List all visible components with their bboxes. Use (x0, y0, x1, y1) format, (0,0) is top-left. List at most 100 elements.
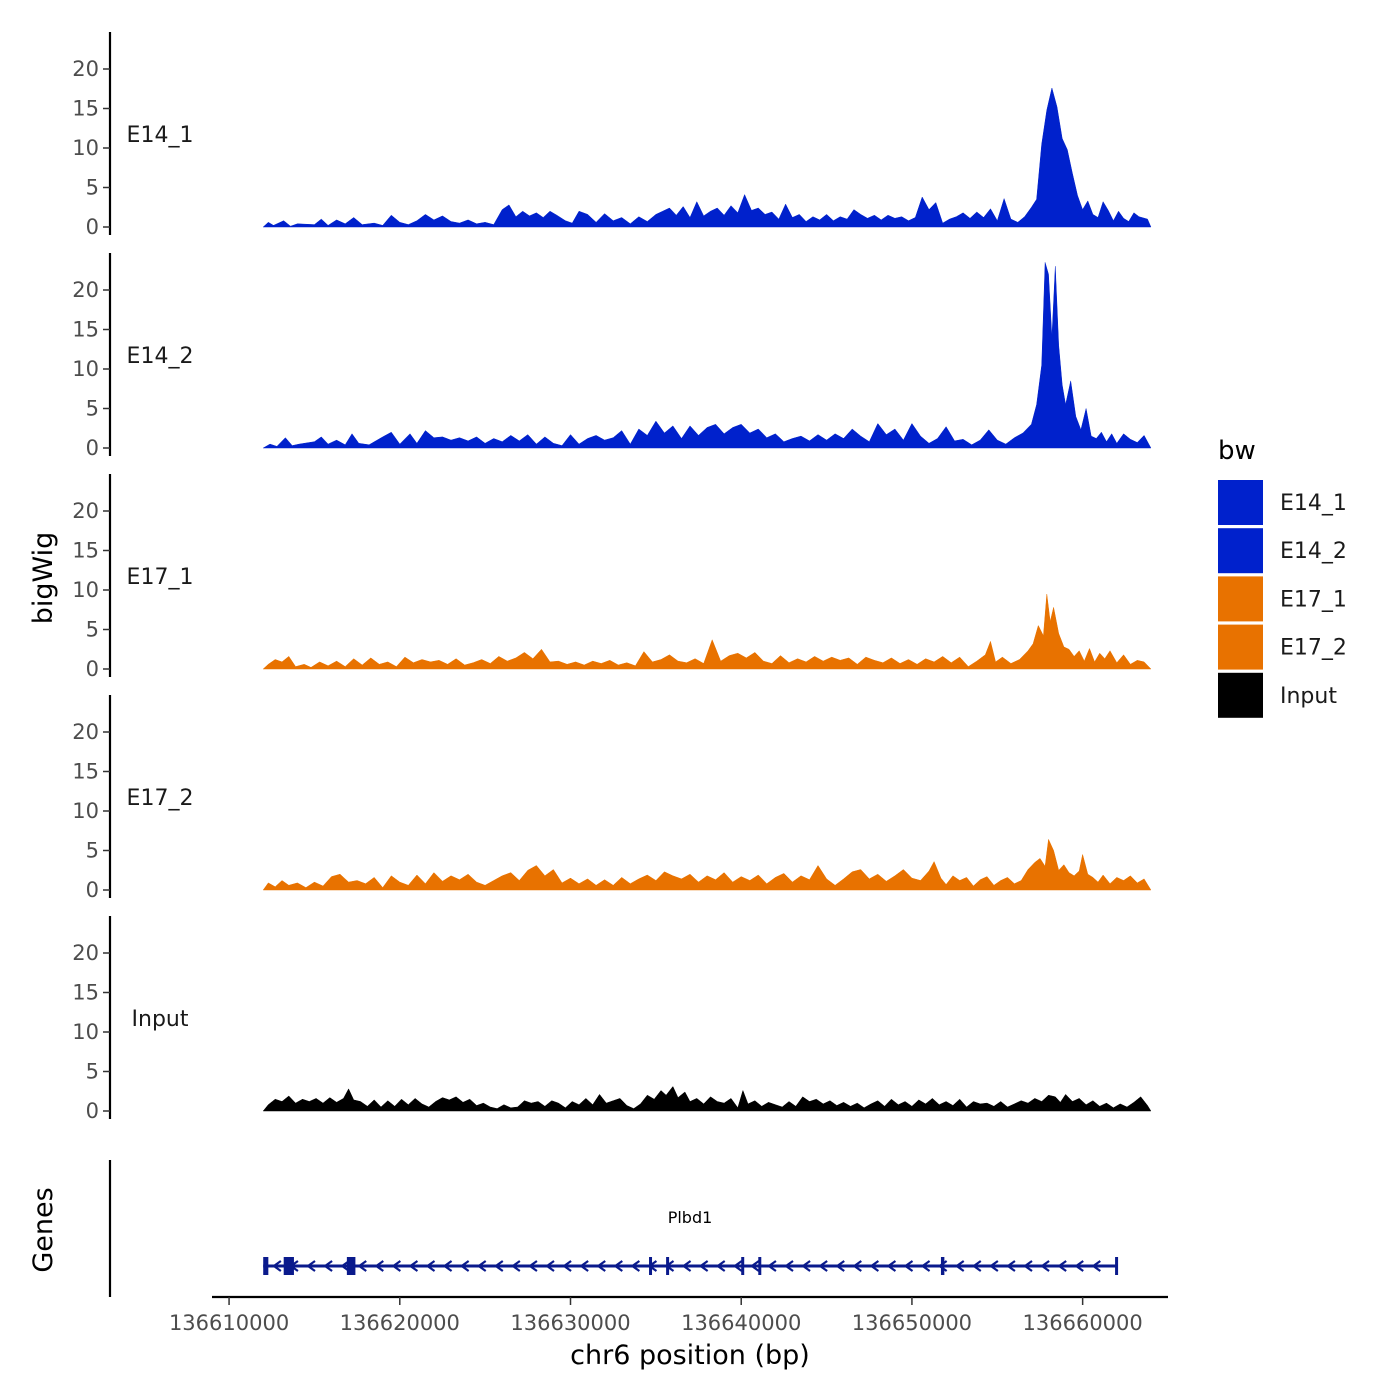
y-tick-label: 15 (72, 760, 99, 784)
gene-exon (263, 1257, 269, 1275)
strand-arrow (749, 1260, 760, 1272)
signal-area-e14_2 (262, 262, 1152, 449)
y-tick-label: 15 (72, 981, 99, 1005)
legend-swatch-e17_2 (1218, 624, 1263, 670)
strand-arrow (306, 1260, 316, 1272)
strand-arrow (801, 1260, 811, 1272)
strand-arrow (767, 1260, 777, 1272)
y-tick-label: 10 (72, 357, 99, 381)
strand-arrow (459, 1260, 470, 1272)
y-tick-label: 0 (86, 657, 99, 681)
y-tick-label: 15 (72, 539, 99, 563)
strand-arrow (357, 1260, 367, 1272)
y-tick-label: 20 (72, 499, 99, 523)
y-tick-label: 15 (72, 97, 99, 121)
y-tick-label: 10 (72, 578, 99, 602)
strand-arrow (391, 1260, 402, 1272)
x-tick-label: 136650000 (852, 1311, 972, 1335)
y-tick-label: 10 (72, 1020, 99, 1044)
y-tick-label: 20 (72, 941, 99, 965)
gene-exon (666, 1257, 670, 1275)
strand-arrow (476, 1260, 487, 1272)
strand-arrow (442, 1260, 453, 1272)
panel-e14_1: 0 5 10 15 20 E14_1 (72, 32, 1152, 239)
gene-exon (1115, 1257, 1119, 1275)
strand-arrow (886, 1260, 897, 1272)
strand-arrow (852, 1260, 862, 1272)
legend-label-e14_1: E14_1 (1280, 491, 1347, 516)
strand-arrow (681, 1260, 692, 1272)
strand-arrow (613, 1260, 623, 1272)
strand-arrow (715, 1260, 726, 1272)
strand-arrow (1057, 1260, 1067, 1272)
y-tick-label: 5 (86, 618, 99, 642)
gene-name-label: Plbd1 (668, 1208, 713, 1227)
gene-exon (940, 1257, 945, 1275)
genes-title: Genes (28, 1187, 59, 1272)
legend-swatch-e14_1 (1218, 480, 1263, 525)
x-axis-title: chr6 position (bp) (570, 1340, 810, 1371)
x-tick-label: 136640000 (681, 1311, 801, 1335)
y-tick-label: 5 (86, 1060, 99, 1084)
legend-swatch-input (1218, 672, 1263, 718)
y-tick-label: 15 (72, 318, 99, 342)
strand-arrow (1023, 1260, 1033, 1272)
strand-arrow (1074, 1260, 1084, 1272)
legend-swatch-e14_2 (1218, 528, 1263, 574)
y-tick-label: 0 (86, 878, 99, 902)
strand-arrow (374, 1260, 384, 1272)
gene-exon (741, 1257, 745, 1275)
y-axis-title: bigWig (28, 532, 59, 625)
strand-arrow (408, 1260, 419, 1272)
y-tick-label: 10 (72, 799, 99, 823)
gene-exon (649, 1257, 653, 1275)
strand-arrow (425, 1260, 436, 1272)
strand-arrow (630, 1260, 641, 1272)
strand-arrow (954, 1260, 965, 1272)
signal-area-e17_2 (262, 838, 1152, 891)
y-tick-label: 20 (72, 278, 99, 302)
strand-arrow (971, 1260, 982, 1272)
strand-arrow (596, 1260, 606, 1272)
strand-arrow (988, 1260, 999, 1272)
strand-arrow (1091, 1260, 1101, 1272)
track-label-e17_2: E17_2 (127, 786, 194, 811)
strand-arrow (579, 1260, 589, 1272)
track-label-e14_1: E14_1 (127, 123, 194, 148)
y-tick-label: 20 (72, 720, 99, 744)
strand-arrow (903, 1260, 914, 1272)
y-tick-label: 20 (72, 57, 99, 81)
legend-label-input: Input (1280, 684, 1337, 709)
legend-label-e14_2: E14_2 (1280, 539, 1347, 564)
strand-arrow (732, 1260, 743, 1272)
strand-arrow (493, 1260, 504, 1272)
y-tick-label: 5 (86, 176, 99, 200)
strand-arrow (323, 1260, 333, 1272)
x-axis: 136610000 136620000 136630000 136640000 1366… (169, 1295, 1168, 1335)
y-tick-label: 0 (86, 436, 99, 460)
legend-label-e17_2: E17_2 (1280, 636, 1347, 661)
y-tick-label: 0 (86, 215, 99, 239)
track-label-e17_1: E17_1 (127, 565, 194, 590)
gene-exon (346, 1257, 356, 1275)
y-tick-label: 10 (72, 136, 99, 160)
panel-e17_1: 0 5 10 15 20 E17_1 (72, 474, 1152, 681)
panel-input: 0 5 10 15 20 Input (72, 916, 1152, 1123)
x-tick-label: 136630000 (510, 1311, 630, 1335)
strand-arrow (545, 1260, 555, 1272)
strand-arrow (271, 1260, 282, 1272)
y-tick-label: 5 (86, 397, 99, 421)
signal-area-input (262, 1086, 1152, 1112)
strand-arrow (1006, 1260, 1016, 1272)
x-tick-label: 136660000 (1023, 1311, 1143, 1335)
strand-arrow (698, 1260, 709, 1272)
gene-exon (283, 1257, 294, 1275)
genes-track: Genes Plbd1 (28, 1160, 1119, 1297)
strand-arrow (784, 1260, 794, 1272)
strand-arrow (835, 1260, 845, 1272)
x-tick-label: 136610000 (169, 1311, 289, 1335)
strand-arrow (562, 1260, 572, 1272)
y-tick-label: 5 (86, 839, 99, 863)
strand-arrow (528, 1260, 538, 1272)
